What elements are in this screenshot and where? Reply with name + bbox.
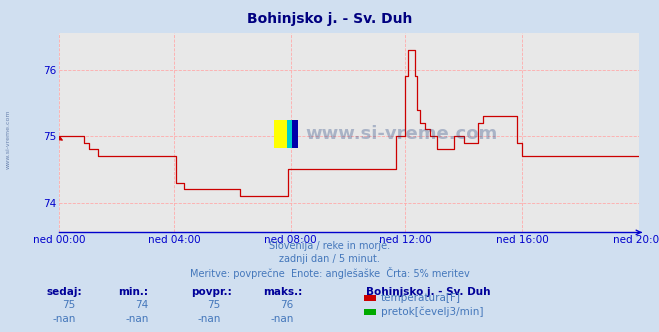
Text: zadnji dan / 5 minut.: zadnji dan / 5 minut. (279, 254, 380, 264)
Text: Bohinjsko j. - Sv. Duh: Bohinjsko j. - Sv. Duh (366, 287, 490, 297)
Text: -nan: -nan (125, 314, 148, 324)
Bar (273, 120, 287, 148)
Text: sedaj:: sedaj: (46, 287, 82, 297)
Bar (293, 120, 298, 148)
Text: Slovenija / reke in morje.: Slovenija / reke in morje. (269, 241, 390, 251)
Bar (287, 120, 293, 148)
Text: povpr.:: povpr.: (191, 287, 232, 297)
Text: 75: 75 (208, 300, 221, 310)
Text: 76: 76 (280, 300, 293, 310)
Text: -nan: -nan (270, 314, 293, 324)
Text: min.:: min.: (119, 287, 149, 297)
Text: Meritve: povprečne  Enote: anglešaške  Črta: 5% meritev: Meritve: povprečne Enote: anglešaške Črt… (190, 267, 469, 279)
Text: www.si-vreme.com: www.si-vreme.com (5, 110, 11, 169)
Text: -nan: -nan (53, 314, 76, 324)
Text: 74: 74 (135, 300, 148, 310)
Text: maks.:: maks.: (264, 287, 303, 297)
Text: temperatura[F]: temperatura[F] (381, 293, 461, 303)
Text: www.si-vreme.com: www.si-vreme.com (305, 125, 498, 143)
Text: Bohinjsko j. - Sv. Duh: Bohinjsko j. - Sv. Duh (247, 12, 412, 26)
Text: 75: 75 (63, 300, 76, 310)
Text: pretok[čevelj3/min]: pretok[čevelj3/min] (381, 307, 484, 317)
Text: -nan: -nan (198, 314, 221, 324)
